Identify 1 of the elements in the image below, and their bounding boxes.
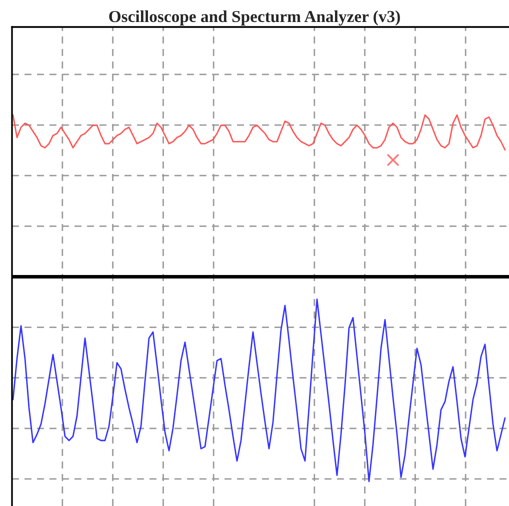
chart-title: Oscilloscope and Specturm Analyzer (v3)	[109, 10, 400, 26]
